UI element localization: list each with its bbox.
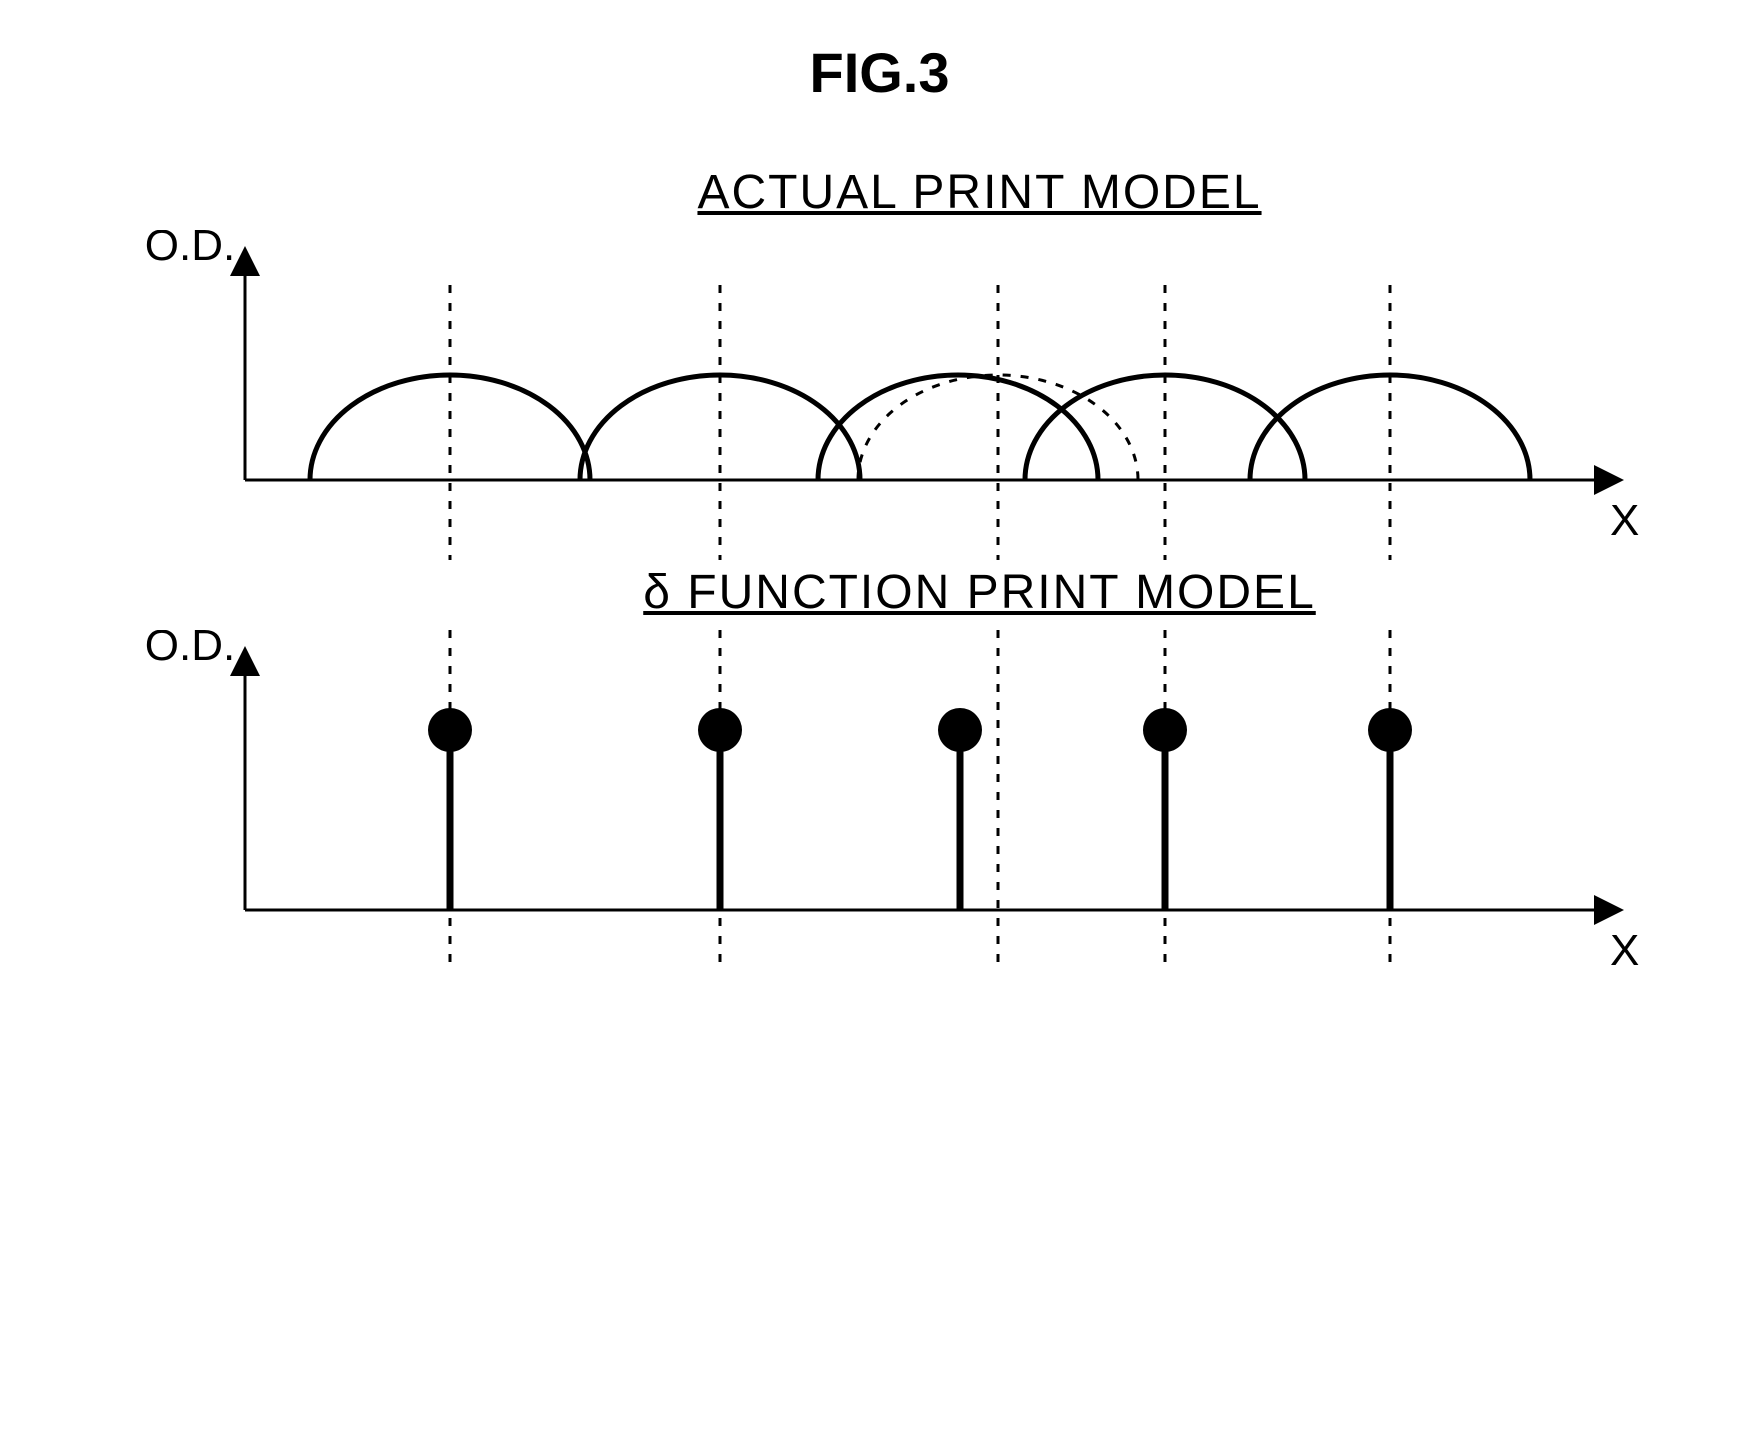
top-chart-title: ACTUAL PRINT MODEL bbox=[280, 165, 1680, 220]
print-arc bbox=[1250, 375, 1530, 480]
top-chart: O.D. X bbox=[80, 230, 1680, 560]
x-axis-label: X bbox=[1610, 496, 1639, 545]
impulse-dot bbox=[1143, 708, 1187, 752]
figure-title: FIG.3 bbox=[80, 40, 1680, 105]
impulse-dot bbox=[428, 708, 472, 752]
y-axis-label: O.D. bbox=[144, 630, 234, 670]
x-axis-label: X bbox=[1610, 926, 1639, 975]
impulse-dot bbox=[938, 708, 982, 752]
impulse-dot bbox=[1368, 708, 1412, 752]
print-arc bbox=[310, 375, 590, 480]
figure-container: FIG.3 ACTUAL PRINT MODEL O.D. X δ FUNCTIO… bbox=[80, 40, 1680, 980]
print-arc bbox=[1025, 375, 1305, 480]
bottom-chart: O.D. X bbox=[80, 630, 1680, 980]
y-axis-label: O.D. bbox=[144, 230, 234, 270]
impulse-dot bbox=[698, 708, 742, 752]
bottom-chart-title: δ FUNCTION PRINT MODEL bbox=[280, 565, 1680, 620]
